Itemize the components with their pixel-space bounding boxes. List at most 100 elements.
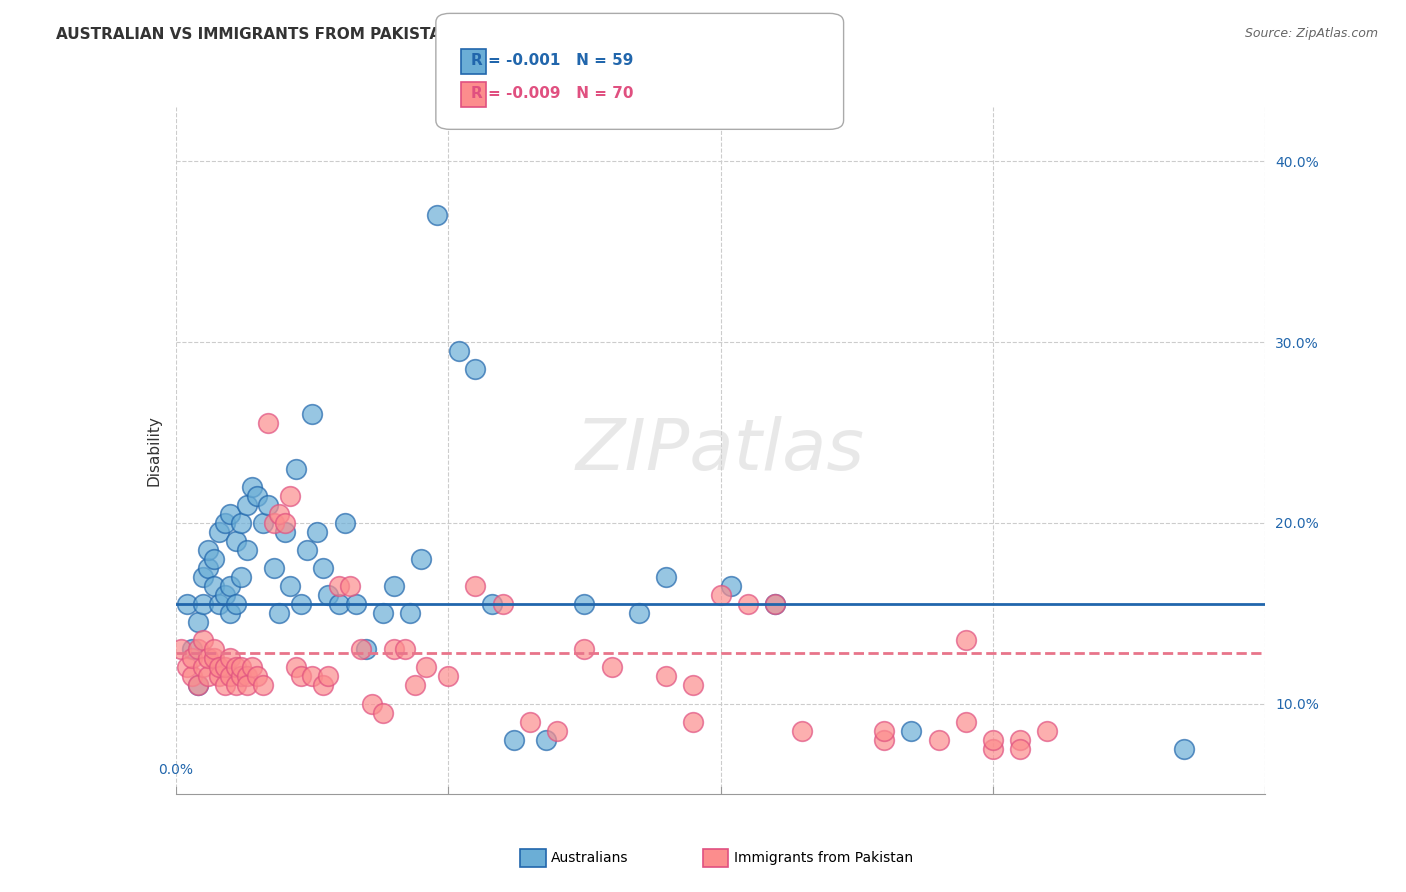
- Point: [955, 633, 977, 648]
- Point: [191, 633, 214, 648]
- Point: [318, 669, 340, 683]
- Point: [263, 516, 285, 530]
- Y-axis label: Disability: Disability: [146, 415, 162, 486]
- Point: [186, 678, 209, 692]
- Point: [191, 660, 214, 674]
- Point: [710, 588, 733, 602]
- Point: [202, 552, 225, 566]
- Point: [1173, 741, 1195, 756]
- Point: [290, 669, 312, 683]
- Point: [274, 516, 297, 530]
- Point: [873, 723, 896, 738]
- Text: 0.0%: 0.0%: [159, 763, 193, 777]
- Text: Australians: Australians: [551, 851, 628, 865]
- Point: [191, 570, 214, 584]
- Point: [574, 642, 596, 657]
- Point: [219, 579, 242, 593]
- Point: [219, 669, 242, 683]
- Point: [240, 660, 263, 674]
- Point: [328, 579, 350, 593]
- Point: [208, 524, 231, 539]
- Point: [928, 732, 950, 747]
- Point: [186, 642, 209, 657]
- Point: [339, 579, 361, 593]
- Point: [208, 597, 231, 611]
- Point: [464, 362, 486, 376]
- Point: [231, 669, 253, 683]
- Point: [720, 579, 742, 593]
- Point: [290, 597, 312, 611]
- Point: [981, 732, 1004, 747]
- Point: [682, 678, 704, 692]
- Point: [257, 498, 280, 512]
- Point: [655, 570, 678, 584]
- Point: [235, 498, 257, 512]
- Point: [350, 642, 373, 657]
- Point: [318, 588, 340, 602]
- Point: [186, 615, 209, 630]
- Point: [240, 480, 263, 494]
- Point: [214, 678, 236, 692]
- Point: [176, 660, 198, 674]
- Point: [278, 579, 301, 593]
- Point: [371, 706, 394, 720]
- Point: [208, 660, 231, 674]
- Point: [231, 660, 253, 674]
- Point: [252, 516, 274, 530]
- Point: [219, 651, 242, 665]
- Point: [763, 597, 786, 611]
- Point: [181, 669, 204, 683]
- Point: [219, 606, 242, 620]
- Point: [600, 660, 623, 674]
- Point: [176, 597, 198, 611]
- Point: [519, 714, 541, 729]
- Point: [301, 669, 323, 683]
- Point: [257, 417, 280, 431]
- Point: [181, 651, 204, 665]
- Point: [235, 678, 257, 692]
- Point: [263, 561, 285, 575]
- Point: [214, 516, 236, 530]
- Point: [246, 489, 269, 503]
- Point: [231, 516, 253, 530]
- Point: [186, 678, 209, 692]
- Point: [284, 461, 307, 475]
- Text: ZIPatlas: ZIPatlas: [576, 416, 865, 485]
- Point: [502, 732, 524, 747]
- Point: [333, 516, 356, 530]
- Point: [181, 642, 204, 657]
- Text: R = -0.009   N = 70: R = -0.009 N = 70: [471, 87, 634, 101]
- Point: [214, 660, 236, 674]
- Text: Source: ZipAtlas.com: Source: ZipAtlas.com: [1244, 27, 1378, 40]
- Point: [202, 579, 225, 593]
- Point: [252, 678, 274, 692]
- Point: [546, 723, 568, 738]
- Point: [394, 642, 416, 657]
- Text: R = -0.001   N = 59: R = -0.001 N = 59: [471, 54, 633, 68]
- Point: [481, 597, 503, 611]
- Point: [737, 597, 759, 611]
- Point: [235, 669, 257, 683]
- Point: [312, 678, 335, 692]
- Point: [344, 597, 367, 611]
- Point: [492, 597, 515, 611]
- Point: [873, 732, 896, 747]
- Point: [225, 660, 247, 674]
- Point: [231, 570, 253, 584]
- Point: [792, 723, 814, 738]
- Point: [574, 597, 596, 611]
- Point: [197, 669, 219, 683]
- Point: [225, 597, 247, 611]
- Point: [655, 669, 678, 683]
- Point: [307, 524, 329, 539]
- Point: [1010, 732, 1032, 747]
- Point: [301, 407, 323, 421]
- Point: [399, 606, 422, 620]
- Point: [1010, 741, 1032, 756]
- Point: [426, 209, 449, 223]
- Point: [312, 561, 335, 575]
- Point: [447, 344, 470, 359]
- Point: [235, 542, 257, 557]
- Point: [202, 651, 225, 665]
- Point: [382, 642, 405, 657]
